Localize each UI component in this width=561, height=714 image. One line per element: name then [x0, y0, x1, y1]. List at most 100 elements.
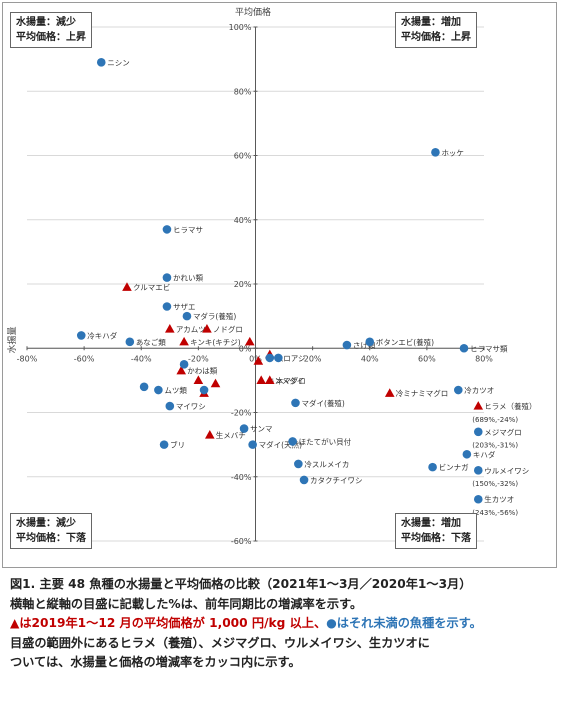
- data-point-label: メジマグロ: [484, 427, 521, 437]
- caption-line-1: 図1. 主要 48 魚種の水揚量と平均価格の比較（2021年1～3月／2020年…: [10, 577, 472, 591]
- quadrant-bottom-right: 水揚量：増加 平均価格：下落: [395, 513, 477, 549]
- data-point-label: ほたてがい貝付: [299, 436, 352, 446]
- data-point-circle: [431, 147, 440, 157]
- x-tick-label: 20%: [304, 354, 322, 363]
- figure-caption: 図1. 主要 48 魚種の水揚量と平均価格の比較（2021年1～3月／2020年…: [10, 575, 555, 673]
- data-point-circle: [299, 475, 309, 485]
- data-point-circle: [162, 225, 172, 234]
- data-point-label: ブリ: [170, 440, 185, 450]
- y-tick-label: 60%: [234, 152, 252, 161]
- data-point-label: ノドグロ: [213, 324, 243, 334]
- y-tick-label: -20%: [231, 409, 252, 418]
- data-point-circle: [182, 311, 192, 321]
- data-point-label: アカムツ: [176, 325, 206, 334]
- data-point-label: ムツ類: [164, 385, 187, 395]
- data-point-circle: [473, 466, 483, 475]
- x-tick-label: 60%: [418, 354, 436, 363]
- data-point-circle: [139, 382, 149, 392]
- data-point-label: 冷カツオ: [464, 385, 494, 395]
- plot-axes: -80% -60% -40% -20% 0% 20% 40% 60% 80% 100% 80% 60%…: [17, 23, 494, 546]
- y-tick-label: 0%: [239, 344, 252, 353]
- x-tick-label: 0%: [249, 354, 262, 363]
- data-point-triangle: [256, 375, 267, 384]
- data-point-triangle: [165, 323, 175, 333]
- data-point-circle: [179, 360, 189, 369]
- quadrant-bottom-right-line2: 平均価格：下落: [401, 533, 471, 544]
- y-tick-label: 20%: [234, 280, 252, 289]
- data-point-circle: [125, 337, 135, 347]
- quadrant-top-left: 水揚量：減少 平均価格：上昇: [10, 12, 92, 48]
- data-point-circle: [248, 440, 257, 449]
- quadrant-bottom-right-line1: 水揚量：増加: [401, 518, 461, 529]
- data-point-label: キハダ: [473, 449, 496, 459]
- x-tick-label: -40%: [131, 354, 152, 363]
- caption-line-3: ▲は2019年1～12 月の平均価格が 1,000 円/kg 以上、●はそれ未満…: [10, 614, 555, 634]
- y-tick-label: -40%: [231, 473, 252, 482]
- data-point-triangle: [179, 336, 189, 346]
- x-axis-label: 水揚量: [6, 326, 18, 353]
- data-point-label: ニシン: [107, 58, 130, 67]
- data-point-triangle: [244, 336, 255, 346]
- out-of-range-annotation: (243%,-56%): [472, 509, 518, 517]
- chart-frame: [2, 2, 557, 568]
- data-point-label: ビンナガ: [439, 462, 469, 472]
- data-point-triangle: [384, 388, 395, 397]
- data-point-label: 生カツオ: [484, 494, 514, 504]
- data-point-circle: [459, 343, 469, 353]
- data-point-label: ムロアジ: [276, 354, 306, 363]
- out-of-range-annotation: (689%,-24%): [472, 416, 518, 424]
- data-point-circle: [162, 273, 172, 282]
- data-point-label: 生メバチ: [216, 430, 246, 440]
- data-point-label: サンマ: [250, 425, 273, 434]
- data-point-label: マダラ(養殖): [193, 311, 236, 321]
- data-point-label: ホッケ: [441, 148, 464, 157]
- data-point-circle: [96, 58, 106, 67]
- x-tick-label: -60%: [74, 354, 95, 363]
- y-axis-label: 平均価格: [235, 6, 271, 18]
- data-point-label: ボタンエビ(養殖): [376, 337, 434, 347]
- data-point-triangle: [176, 365, 187, 375]
- x-tick-label: 40%: [361, 354, 379, 363]
- data-point-label: マイワシ: [176, 402, 206, 411]
- quadrant-top-right-line1: 水揚量：増加: [401, 17, 461, 28]
- data-point-label: 冷スルメイカ: [304, 459, 349, 469]
- data-point-label: かれい類: [173, 273, 203, 283]
- data-point-label: かわは類: [187, 366, 217, 376]
- data-point-label: 冷ミナミマグロ: [396, 388, 449, 398]
- data-point-label: ヒラメ（養殖）: [484, 401, 536, 411]
- data-point-label: キンメダイ: [267, 375, 304, 385]
- data-point-label: さけ類: [353, 340, 376, 350]
- caption-blue-circle-text: ●はそれ未満の魚種を示す。: [326, 616, 482, 630]
- data-point-label: サザエ: [173, 302, 196, 311]
- quadrant-bottom-left-line1: 水揚量：減少: [16, 518, 76, 529]
- data-point-label: 冷キハダ: [87, 330, 117, 340]
- quadrant-bottom-left-line2: 平均価格：下落: [16, 533, 86, 544]
- data-point-circle: [159, 440, 169, 449]
- data-point-triangle: [473, 401, 484, 410]
- caption-line-2: 横軸と縦軸の目盛に記載した%は、前年同期比の増減率を示す。: [10, 596, 363, 611]
- data-point-label: あなご類: [136, 337, 166, 347]
- data-point-circle: [265, 353, 275, 363]
- data-point-circle: [291, 398, 300, 408]
- data-point-circle: [288, 437, 297, 446]
- data-point-circle: [365, 337, 375, 347]
- x-tick-label: 80%: [475, 354, 493, 363]
- data-point-label: ヒラマサ: [173, 225, 203, 234]
- data-point-label: マダイ(養殖): [301, 398, 344, 408]
- data-point-triangle: [253, 356, 264, 365]
- data-point-circle: [154, 385, 163, 395]
- data-point-label: クルマエビ: [133, 283, 170, 292]
- scatter-chart: -80% -60% -40% -20% 0% 20% 40% 60% 80% 100% 80% 60%…: [6, 6, 537, 546]
- data-point-circle: [162, 302, 172, 311]
- y-tick-label: 100%: [229, 23, 252, 32]
- data-point-label: ウルメイワシ: [484, 466, 529, 475]
- data-point-circle: [462, 449, 472, 459]
- data-point-triangle: [210, 378, 221, 388]
- data-point-circle: [342, 340, 352, 350]
- y-tick-label: 40%: [234, 216, 252, 225]
- data-point-circle: [428, 462, 437, 472]
- y-tick-label: 80%: [234, 87, 252, 96]
- data-point-triangle: [264, 375, 275, 384]
- data-point-circle: [294, 459, 303, 469]
